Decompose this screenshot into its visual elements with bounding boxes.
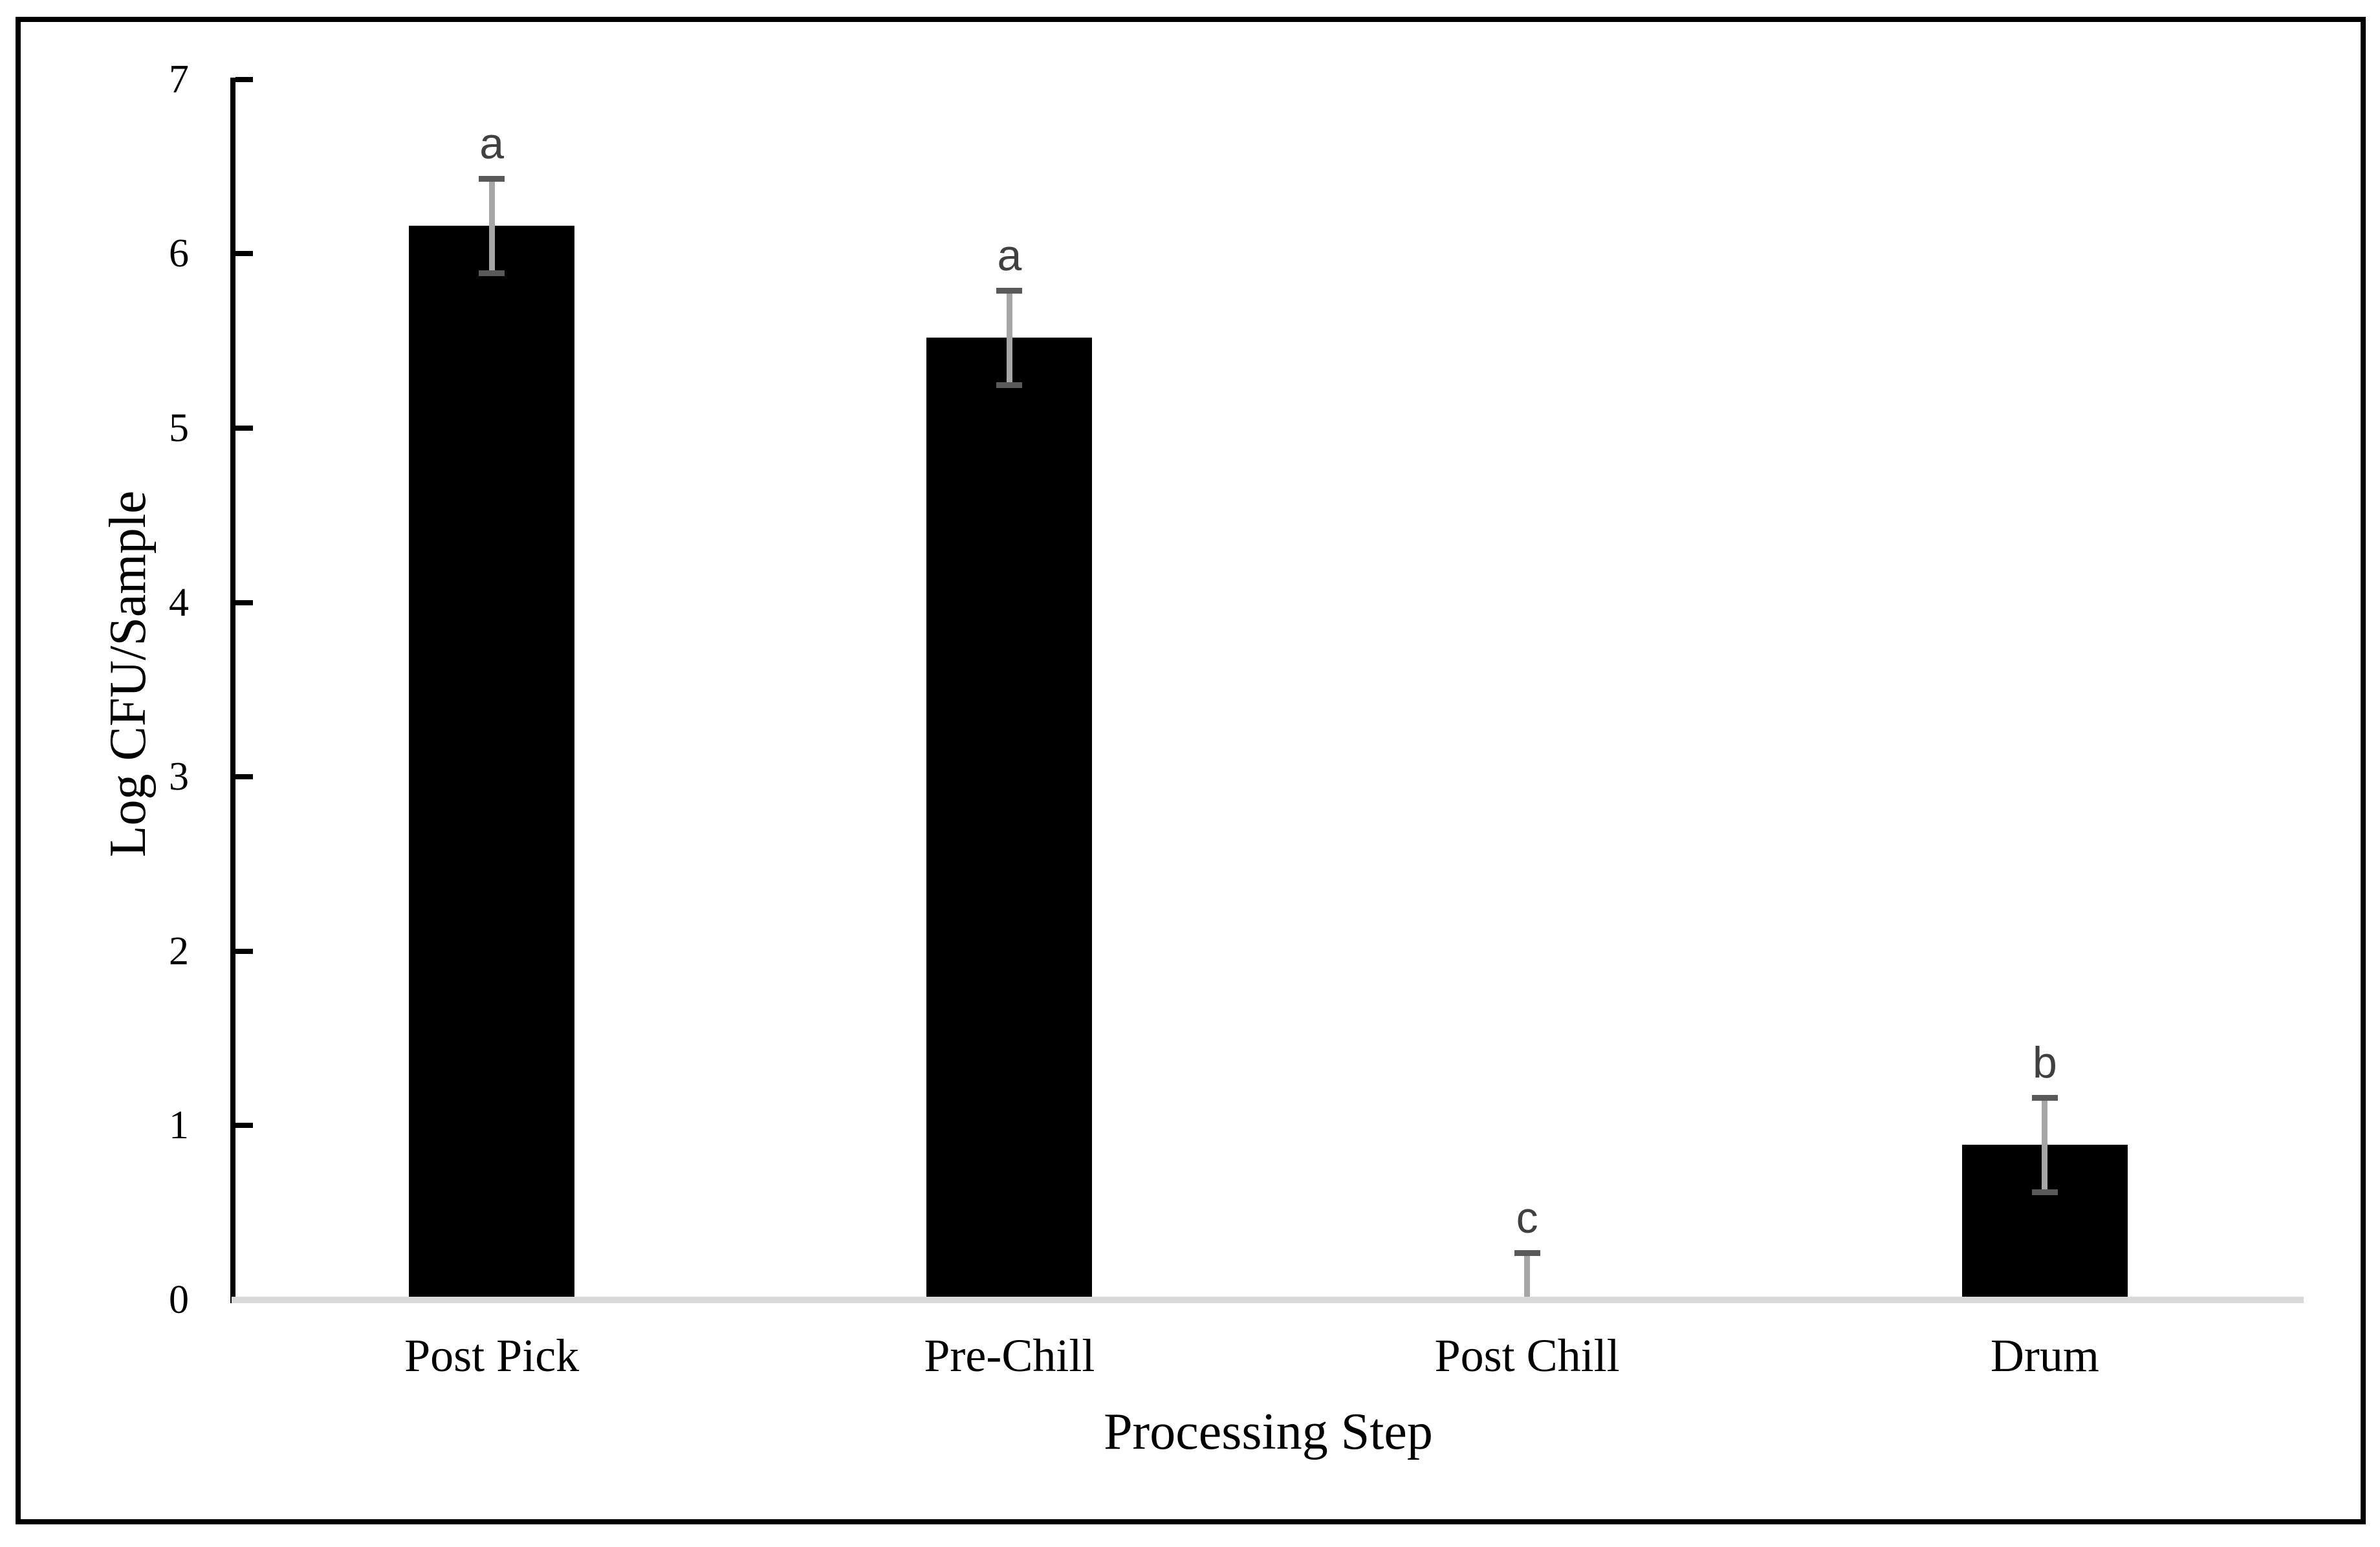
significance-letter: b xyxy=(2032,1038,2057,1088)
y-tick-label: 7 xyxy=(169,57,189,102)
error-cap-lower xyxy=(996,382,1023,388)
y-tick-label: 4 xyxy=(169,580,189,625)
error-cap-upper xyxy=(2031,1095,2058,1101)
x-axis-title: Processing Step xyxy=(1104,1403,1433,1460)
error-cap-upper xyxy=(996,288,1023,294)
error-bar-line xyxy=(1524,1253,1531,1297)
y-tick-mark xyxy=(235,1123,253,1129)
figure-border xyxy=(16,17,2366,1524)
y-tick-label: 3 xyxy=(169,755,189,799)
y-tick-mark xyxy=(235,426,253,431)
error-cap-upper xyxy=(1514,1250,1540,1257)
category-label: Post Pick xyxy=(404,1330,580,1381)
error-bar-line xyxy=(2042,1098,2048,1192)
y-tick-label: 6 xyxy=(169,232,189,276)
error-bar-line xyxy=(1006,290,1012,385)
bar xyxy=(409,226,575,1297)
error-cap-lower xyxy=(2031,1189,2058,1195)
y-tick-mark xyxy=(235,76,253,82)
y-tick-mark xyxy=(235,774,253,780)
y-tick-mark xyxy=(235,600,253,605)
y-tick-mark xyxy=(235,251,253,257)
y-axis-line xyxy=(230,78,235,1303)
bar xyxy=(926,337,1093,1297)
significance-letter: a xyxy=(479,119,505,169)
y-tick-mark xyxy=(235,948,253,954)
x-axis-baseline xyxy=(232,1297,2304,1303)
category-label: Post Chill xyxy=(1434,1330,1620,1381)
error-cap-upper xyxy=(479,176,505,182)
y-tick-label: 1 xyxy=(169,1103,189,1148)
category-label: Pre-Chill xyxy=(924,1330,1095,1381)
error-cap-lower xyxy=(479,270,505,277)
category-label: Drum xyxy=(1990,1330,2099,1381)
y-axis-title: Log CFU/Sample xyxy=(100,490,157,858)
significance-letter: a xyxy=(997,231,1022,281)
y-tick-label: 0 xyxy=(169,1278,189,1322)
y-tick-label: 5 xyxy=(169,406,189,450)
y-tick-label: 2 xyxy=(169,929,189,973)
error-bar-line xyxy=(488,178,495,274)
significance-letter: c xyxy=(1516,1193,1538,1243)
